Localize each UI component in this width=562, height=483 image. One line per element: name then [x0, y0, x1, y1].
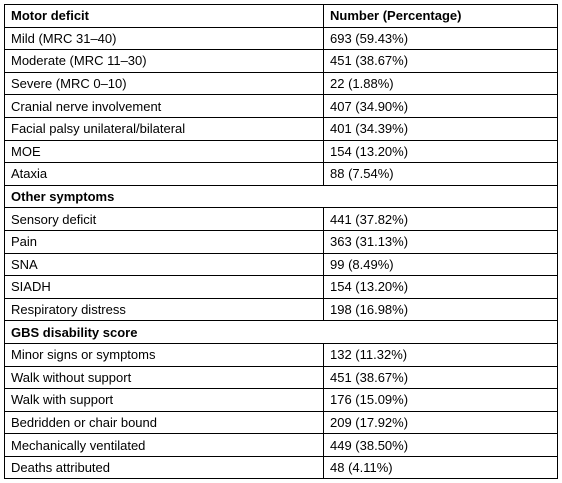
- value-cell: 451 (38.67%): [323, 365, 558, 390]
- value-cell: 401 (34.39%): [323, 116, 558, 141]
- table-body: Motor deficit Number (Percentage) Mild (…: [4, 4, 558, 480]
- table-row: Mild (MRC 31–40) 693 (59.43%): [4, 26, 558, 51]
- table-row: Walk without support 451 (38.67%): [4, 365, 558, 390]
- table-row: Minor signs or symptoms 132 (11.32%): [4, 342, 558, 367]
- table-row: Pain 363 (31.13%): [4, 229, 558, 254]
- header-row: Motor deficit Number (Percentage): [4, 4, 558, 28]
- table-row: Sensory deficit 441 (37.82%): [4, 207, 558, 231]
- value-cell: 451 (38.67%): [323, 49, 558, 73]
- table-row: MOE 154 (13.20%): [4, 139, 558, 164]
- value-cell: 209 (17.92%): [323, 410, 558, 435]
- label-cell: Moderate (MRC 11–30): [4, 49, 324, 73]
- label-cell: Cranial nerve involvement: [4, 94, 324, 118]
- table-row: Respiratory distress 198 (16.98%): [4, 297, 558, 322]
- table-row: Deaths attributed 48 (4.11%): [4, 455, 558, 480]
- label-cell: Walk without support: [4, 365, 324, 390]
- table-row: Cranial nerve involvement 407 (34.90%): [4, 94, 558, 118]
- section-title: GBS disability score: [4, 320, 558, 344]
- label-cell: Facial palsy unilateral/bilateral: [4, 116, 324, 141]
- table-row: Ataxia 88 (7.54%): [4, 162, 558, 186]
- value-cell: 154 (13.20%): [323, 139, 558, 164]
- label-cell: Mechanically ventilated: [4, 433, 324, 457]
- label-cell: Sensory deficit: [4, 207, 324, 231]
- value-cell: 99 (8.49%): [323, 252, 558, 277]
- section-row: Other symptoms: [4, 184, 558, 209]
- section-row: GBS disability score: [4, 320, 558, 344]
- label-cell: Mild (MRC 31–40): [4, 26, 324, 51]
- value-cell: 693 (59.43%): [323, 26, 558, 51]
- label-cell: Walk with support: [4, 388, 324, 412]
- label-cell: SIADH: [4, 275, 324, 299]
- value-cell: 198 (16.98%): [323, 297, 558, 322]
- label-cell: SNA: [4, 252, 324, 277]
- table-row: SIADH 154 (13.20%): [4, 275, 558, 299]
- label-cell: Pain: [4, 229, 324, 254]
- header-cell: Motor deficit: [4, 4, 324, 28]
- header-cell: Number (Percentage): [323, 4, 558, 28]
- value-cell: 176 (15.09%): [323, 388, 558, 412]
- value-cell: 407 (34.90%): [323, 94, 558, 118]
- label-cell: MOE: [4, 139, 324, 164]
- table-row: Facial palsy unilateral/bilateral 401 (34…: [4, 116, 558, 141]
- data-table: Motor deficit Number (Percentage) Mild (…: [4, 4, 558, 480]
- value-cell: 363 (31.13%): [323, 229, 558, 254]
- label-cell: Deaths attributed: [4, 455, 324, 480]
- table-row: Mechanically ventilated 449 (38.50%): [4, 433, 558, 457]
- section-title: Other symptoms: [4, 184, 558, 209]
- value-cell: 132 (11.32%): [323, 342, 558, 367]
- table-row: SNA 99 (8.49%): [4, 252, 558, 277]
- label-cell: Bedridden or chair bound: [4, 410, 324, 435]
- table-row: Bedridden or chair bound 209 (17.92%): [4, 410, 558, 435]
- table-row: Severe (MRC 0–10) 22 (1.88%): [4, 71, 558, 96]
- value-cell: 154 (13.20%): [323, 275, 558, 299]
- label-cell: Respiratory distress: [4, 297, 324, 322]
- value-cell: 449 (38.50%): [323, 433, 558, 457]
- label-cell: Ataxia: [4, 162, 324, 186]
- table-row: Moderate (MRC 11–30) 451 (38.67%): [4, 49, 558, 73]
- label-cell: Severe (MRC 0–10): [4, 71, 324, 96]
- value-cell: 48 (4.11%): [323, 455, 558, 480]
- label-cell: Minor signs or symptoms: [4, 342, 324, 367]
- value-cell: 22 (1.88%): [323, 71, 558, 96]
- table-row: Walk with support 176 (15.09%): [4, 388, 558, 412]
- value-cell: 88 (7.54%): [323, 162, 558, 186]
- value-cell: 441 (37.82%): [323, 207, 558, 231]
